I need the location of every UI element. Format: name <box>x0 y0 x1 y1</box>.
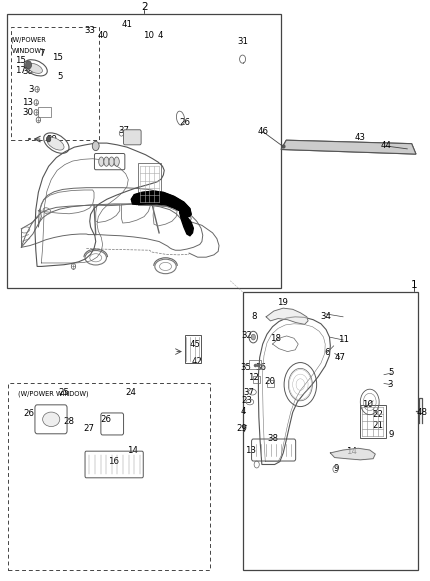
Text: 19: 19 <box>277 298 288 307</box>
Text: 17: 17 <box>15 66 26 75</box>
Ellipse shape <box>109 157 114 166</box>
Text: 24: 24 <box>125 388 136 397</box>
Text: 35: 35 <box>240 363 251 372</box>
Polygon shape <box>281 140 416 154</box>
Text: 26: 26 <box>100 415 111 424</box>
Text: 4: 4 <box>158 31 163 41</box>
Ellipse shape <box>47 137 64 150</box>
Text: 37: 37 <box>243 388 255 397</box>
Bar <box>7 14 281 288</box>
Text: 37: 37 <box>119 126 129 135</box>
Text: 23: 23 <box>242 396 253 406</box>
Circle shape <box>46 136 51 142</box>
Text: (W/POWER WINDOW): (W/POWER WINDOW) <box>18 390 89 397</box>
Text: 12: 12 <box>248 373 259 382</box>
Polygon shape <box>266 308 308 324</box>
Text: 7: 7 <box>40 49 45 58</box>
Text: 9: 9 <box>333 464 338 473</box>
Text: 30: 30 <box>22 108 33 117</box>
Text: 38: 38 <box>267 434 278 443</box>
Text: WINDOW): WINDOW) <box>12 47 45 53</box>
Text: 2: 2 <box>141 2 147 12</box>
Bar <box>243 292 418 570</box>
Text: 15: 15 <box>15 56 26 65</box>
FancyBboxPatch shape <box>123 130 141 145</box>
Text: 45: 45 <box>189 339 200 349</box>
Bar <box>249 360 261 369</box>
Text: 48: 48 <box>417 408 428 417</box>
Ellipse shape <box>43 412 60 426</box>
Text: 10: 10 <box>143 31 154 41</box>
Text: 36: 36 <box>255 363 267 372</box>
Text: 34: 34 <box>320 313 332 321</box>
Text: 18: 18 <box>270 334 282 343</box>
Text: 5: 5 <box>389 368 394 378</box>
Text: 28: 28 <box>64 417 75 425</box>
Text: 3: 3 <box>28 85 34 94</box>
Ellipse shape <box>28 63 43 73</box>
Text: 43: 43 <box>355 133 366 142</box>
Text: 14: 14 <box>346 447 357 456</box>
Text: 46: 46 <box>257 127 268 136</box>
Text: (W/POWER: (W/POWER <box>11 37 46 43</box>
Ellipse shape <box>114 157 119 166</box>
Ellipse shape <box>104 157 109 166</box>
Text: 40: 40 <box>97 31 108 41</box>
Text: 39: 39 <box>46 135 58 144</box>
Text: 13: 13 <box>245 446 256 454</box>
Text: 5: 5 <box>57 72 62 81</box>
Text: 29: 29 <box>236 424 247 432</box>
Text: 15: 15 <box>52 53 63 63</box>
Text: 4: 4 <box>241 407 246 416</box>
Bar <box>9 383 210 570</box>
Text: 26: 26 <box>179 119 190 127</box>
Text: 20: 20 <box>264 377 275 386</box>
Bar <box>12 27 99 140</box>
Text: 1: 1 <box>411 280 417 290</box>
Text: 47: 47 <box>335 353 346 362</box>
Text: 33: 33 <box>84 26 95 35</box>
Text: 9: 9 <box>389 430 394 439</box>
Polygon shape <box>330 449 375 460</box>
Text: 41: 41 <box>122 20 132 29</box>
Text: 27: 27 <box>83 424 94 433</box>
Circle shape <box>251 334 255 340</box>
Text: 22: 22 <box>372 410 383 418</box>
Text: 3: 3 <box>387 380 393 389</box>
Circle shape <box>25 61 31 69</box>
Text: 8: 8 <box>252 313 257 321</box>
Text: 6: 6 <box>324 348 330 357</box>
Text: 11: 11 <box>338 335 349 345</box>
Text: 32: 32 <box>241 331 252 340</box>
Text: 21: 21 <box>372 421 383 429</box>
Text: 10: 10 <box>362 400 374 410</box>
Ellipse shape <box>99 157 104 166</box>
Text: 25: 25 <box>58 388 70 397</box>
Circle shape <box>92 141 99 150</box>
Text: 26: 26 <box>23 409 34 418</box>
Text: 16: 16 <box>108 457 119 466</box>
Text: 44: 44 <box>381 142 391 150</box>
Bar <box>253 376 260 383</box>
Text: 31: 31 <box>237 37 248 46</box>
Text: 42: 42 <box>191 357 202 366</box>
Text: 38: 38 <box>22 67 33 76</box>
Text: 13: 13 <box>22 98 33 107</box>
Bar <box>360 405 386 439</box>
Polygon shape <box>131 191 191 217</box>
Polygon shape <box>180 210 194 236</box>
Text: 14: 14 <box>126 446 138 454</box>
Bar <box>267 380 274 387</box>
Bar <box>138 163 161 205</box>
